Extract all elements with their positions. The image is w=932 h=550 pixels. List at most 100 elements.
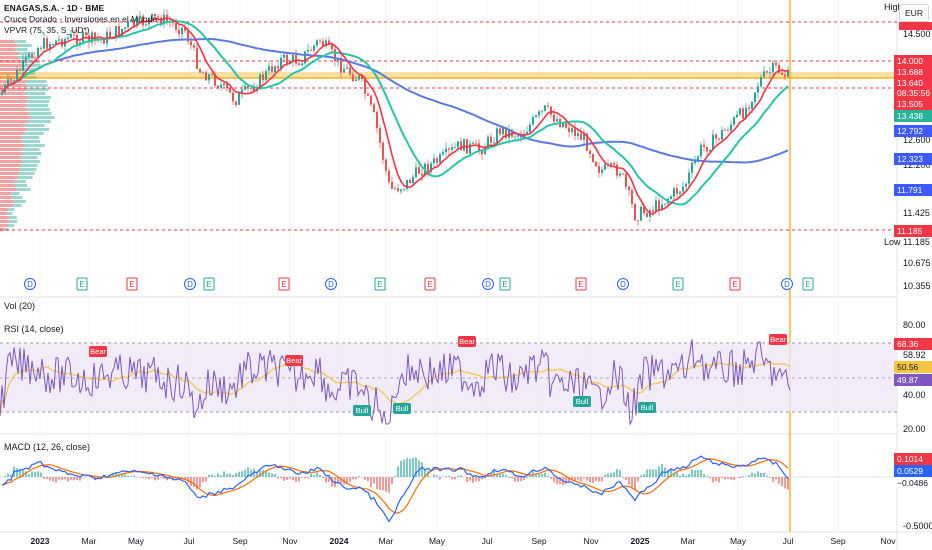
candle-body — [526, 132, 528, 134]
candle-body — [724, 129, 726, 131]
candle-body — [475, 142, 477, 144]
macd-hist-bar — [157, 477, 159, 480]
vpvr-bar-up — [26, 84, 48, 87]
vpvr-bar-down — [0, 72, 20, 75]
candle-body — [22, 59, 24, 71]
candle-body — [586, 133, 588, 151]
vpvr-bar-down — [0, 40, 15, 43]
candle-body — [406, 179, 408, 189]
vpvr-bar-down — [0, 152, 23, 155]
macd-hist-bar — [283, 477, 285, 481]
time-axis-label: Sep — [830, 536, 845, 546]
macd-hist-bar — [220, 475, 222, 477]
candle-body — [181, 27, 183, 34]
vpvr-bar-down — [0, 80, 26, 83]
macd-hist-bar — [331, 477, 333, 487]
time-axis-label: Nov — [583, 536, 599, 546]
volume-pane-label[interactable]: Vol (20) — [4, 301, 36, 311]
candle-body — [85, 32, 87, 36]
study-vpvr[interactable]: VPVR (75, 35, S_UD*) — [4, 25, 90, 35]
vpvr-bar-down — [0, 84, 27, 87]
candle-body — [310, 49, 312, 51]
macd-hist-bar — [754, 473, 756, 477]
rsi-pane-label[interactable]: RSI (14, close) — [4, 324, 64, 334]
candle-body — [253, 87, 255, 92]
macd-hist-bar — [31, 471, 33, 477]
dividend-marker — [482, 278, 494, 290]
vpvr-bar-down — [0, 212, 7, 215]
rsi-tick: 80.00 — [903, 320, 926, 330]
macd-hist-bar — [475, 477, 477, 481]
macd-hist-bar — [646, 469, 648, 477]
macd-hist-bar — [271, 473, 273, 477]
vpvr-bar-up — [7, 224, 15, 227]
macd-hist-bar — [310, 473, 312, 477]
macd-hist-bar — [292, 477, 294, 481]
vpvr-bar-up — [7, 208, 15, 211]
candle-body — [46, 38, 48, 49]
macd-hist-bar — [586, 477, 588, 481]
candle-body — [130, 19, 132, 23]
rsi-value-badge: 49.87 — [894, 374, 932, 386]
candle-body — [658, 200, 660, 211]
candle-body — [430, 163, 432, 172]
macd-hist-bar — [529, 474, 531, 477]
macd-hist-bar — [781, 477, 783, 487]
vpvr-bar-up — [14, 40, 27, 43]
candle-body — [217, 85, 219, 88]
macd-hist-bar — [55, 477, 57, 483]
macd-hist-bar — [769, 477, 771, 478]
macd-hist-bar — [25, 471, 27, 477]
ma-20-line — [1, 17, 789, 216]
macd-hist-bar — [448, 476, 450, 477]
macd-hist-bar — [376, 477, 378, 490]
candle-body — [133, 19, 135, 26]
macd-hist-bar — [553, 477, 555, 483]
macd-hist-bar — [451, 477, 453, 480]
currency-button[interactable]: EUR — [899, 4, 929, 22]
macd-hist-bar — [520, 477, 522, 482]
vpvr-bar-down — [0, 220, 10, 223]
candle-body — [688, 172, 690, 184]
macd-hist-bar — [517, 477, 519, 482]
macd-hist-bar — [766, 475, 768, 477]
study-cruce-dorado[interactable]: Cruce Dorado - Inversiones en el Mundo — [4, 14, 158, 24]
macd-hist-bar — [295, 477, 297, 482]
candle-body — [694, 160, 696, 164]
macd-hist-bar — [76, 477, 78, 481]
candle-body — [439, 154, 441, 163]
dividend-marker — [325, 278, 337, 290]
earnings-marker — [802, 277, 814, 291]
macd-hist-bar — [67, 477, 69, 482]
time-axis-label: Jul — [482, 536, 493, 546]
candle-body — [454, 147, 456, 149]
macd-hist-bar — [319, 474, 321, 477]
event-marker-text: E — [129, 280, 134, 289]
macd-hist-bar — [19, 468, 21, 477]
event-marker-text: E — [427, 280, 432, 289]
macd-hist-bar — [217, 473, 219, 477]
macd-hist-bar — [307, 477, 309, 479]
vpvr-bar-down — [0, 200, 15, 203]
macd-hist-bar — [358, 476, 360, 477]
macd-hist-bar — [172, 477, 174, 481]
candle-body — [346, 67, 348, 69]
countdown-badge: 08:35:56 — [894, 87, 932, 99]
candle-body — [154, 14, 156, 17]
candle-body — [175, 23, 177, 30]
macd-pane-label[interactable]: MACD (12, 26, close) — [4, 442, 91, 452]
macd-hist-bar — [787, 477, 789, 490]
level-14000-badge: 14.000 — [894, 55, 932, 67]
symbol-title[interactable]: ENAGAS,S.A. · 1D · BME — [4, 3, 105, 13]
candle-body — [445, 148, 447, 153]
candle-body — [7, 79, 9, 86]
vpvr-bar-down — [0, 144, 25, 147]
macd-hist-bar — [466, 477, 468, 483]
macd-hist-bar — [22, 470, 24, 477]
candle-body — [409, 179, 411, 184]
macd-hist-bar — [145, 477, 147, 479]
last-price-badge: 13.640 — [894, 77, 932, 89]
earnings-marker — [499, 277, 511, 291]
candle-body — [232, 92, 234, 102]
